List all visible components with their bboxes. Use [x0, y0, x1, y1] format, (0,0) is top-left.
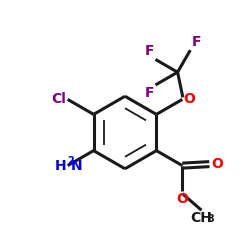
Text: O: O	[183, 92, 195, 106]
Text: 2: 2	[67, 156, 74, 166]
Text: CH: CH	[190, 211, 212, 225]
Text: Cl: Cl	[51, 92, 66, 106]
Text: 3: 3	[208, 214, 214, 224]
Text: F: F	[145, 86, 154, 100]
Text: F: F	[192, 35, 201, 49]
Text: H: H	[55, 159, 67, 173]
Text: F: F	[145, 44, 154, 58]
Text: N: N	[71, 159, 82, 173]
Text: O: O	[176, 192, 188, 206]
Text: O: O	[211, 157, 223, 171]
